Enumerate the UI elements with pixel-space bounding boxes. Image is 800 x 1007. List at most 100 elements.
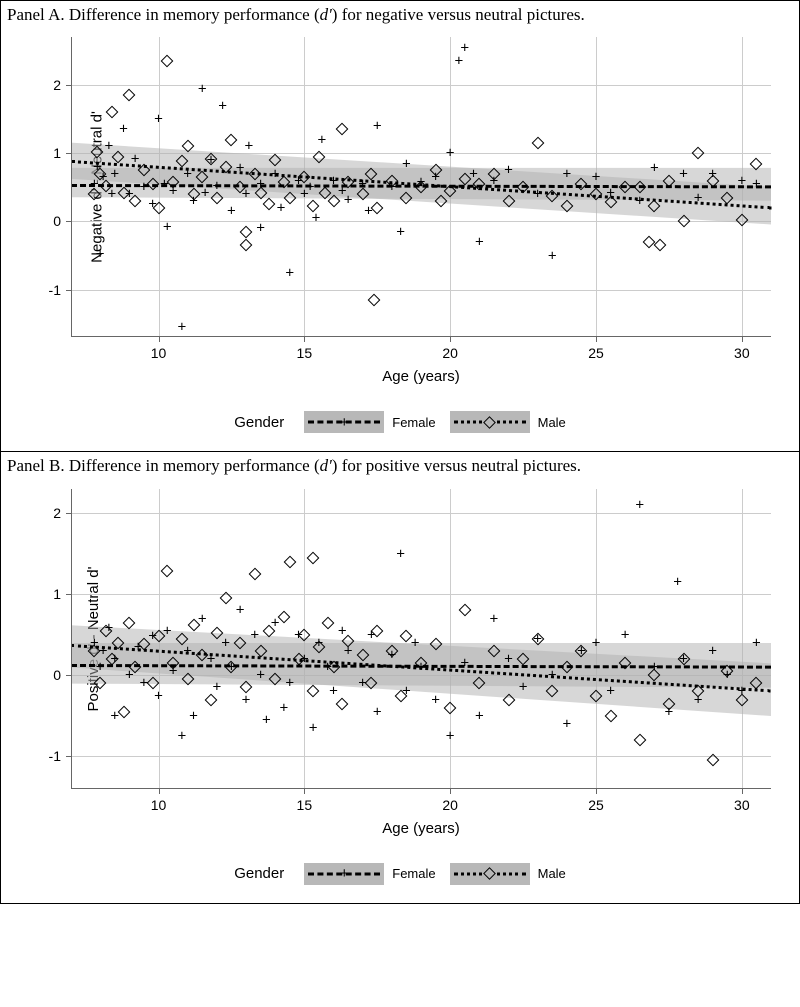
marker-male	[181, 140, 194, 153]
legend-label-female-a: Female	[392, 415, 435, 430]
marker-male	[161, 565, 174, 578]
panel-a-xlabel: Age (years)	[382, 368, 460, 385]
marker-male	[517, 653, 530, 666]
marker-female: +	[490, 611, 499, 626]
tick-label-x: 10	[151, 345, 167, 361]
tick-label-x: 10	[151, 797, 167, 813]
gridline-v	[742, 489, 743, 789]
tick-label-y: 1	[53, 145, 61, 161]
marker-female: +	[752, 176, 761, 191]
legend-key-female-a: + Female	[304, 411, 435, 433]
marker-female: +	[679, 166, 688, 181]
marker-male	[313, 150, 326, 163]
tick-x	[596, 337, 597, 342]
marker-female: +	[218, 98, 227, 113]
marker-male	[692, 147, 705, 160]
marker-male	[240, 225, 253, 238]
legend-key-male-a: Male	[450, 411, 566, 433]
marker-female: +	[446, 729, 455, 744]
marker-male	[560, 200, 573, 213]
marker-female: +	[189, 708, 198, 723]
marker-female: +	[221, 635, 230, 650]
legend-swatch-male-b	[450, 863, 530, 885]
marker-female: +	[201, 185, 210, 200]
marker-female: +	[105, 139, 114, 154]
marker-male	[435, 195, 448, 208]
marker-male	[105, 106, 118, 119]
tick-x	[450, 337, 451, 342]
tick-label-y: 2	[53, 505, 61, 521]
marker-male	[619, 181, 632, 194]
marker-female: +	[183, 643, 192, 658]
marker-male	[234, 636, 247, 649]
marker-male	[560, 661, 573, 674]
marker-female: +	[504, 163, 513, 178]
tick-x	[450, 789, 451, 794]
marker-male	[590, 188, 603, 201]
marker-male	[575, 178, 588, 191]
marker-female: +	[160, 176, 169, 191]
marker-female: +	[236, 161, 245, 176]
marker-female: +	[212, 680, 221, 695]
marker-male	[677, 215, 690, 228]
marker-female: +	[131, 151, 140, 166]
legend-label-male-b: Male	[538, 866, 566, 881]
marker-female: +	[708, 643, 717, 658]
panel-a: Panel A. Difference in memory performanc…	[1, 1, 799, 452]
marker-female: +	[548, 248, 557, 263]
marker-female: +	[306, 180, 315, 195]
marker-female: +	[271, 166, 280, 181]
marker-male	[225, 133, 238, 146]
tick-x	[304, 789, 305, 794]
marker-female: +	[110, 166, 119, 181]
marker-female: +	[227, 204, 236, 219]
marker-male	[654, 239, 667, 252]
diamond-marker-icon	[483, 416, 496, 429]
gridline-h	[71, 513, 771, 514]
gridline-h	[71, 594, 771, 595]
marker-female: +	[183, 166, 192, 181]
marker-male	[444, 701, 457, 714]
marker-female: +	[562, 716, 571, 731]
marker-female: +	[329, 684, 338, 699]
marker-female: +	[592, 635, 601, 650]
marker-female: +	[694, 190, 703, 205]
marker-male	[531, 137, 544, 150]
marker-female: +	[475, 234, 484, 249]
tick-label-y: -1	[49, 748, 61, 764]
tick-label-y: 0	[53, 213, 61, 229]
panel-b: Panel B. Difference in memory performanc…	[1, 452, 799, 890]
marker-female: +	[402, 156, 411, 171]
marker-female: +	[737, 173, 746, 188]
legend-swatch-male-a	[450, 411, 530, 433]
marker-female: +	[256, 221, 265, 236]
marker-female: +	[475, 708, 484, 723]
tick-label-x: 30	[734, 797, 750, 813]
legend-label-male-a: Male	[538, 415, 566, 430]
tick-label-x: 20	[442, 797, 458, 813]
marker-female: +	[262, 712, 271, 727]
marker-female: +	[119, 122, 128, 137]
panel-b-title-prefix: Panel B. Difference in memory performanc…	[7, 456, 320, 475]
panel-a-title-suffix: ) for negative versus neutral pictures.	[332, 5, 585, 24]
legend-key-male-b: Male	[450, 863, 566, 885]
marker-female: +	[411, 635, 420, 650]
marker-female: +	[177, 729, 186, 744]
marker-male	[750, 157, 763, 170]
panel-a-plot: Negative d' - Neutral d' Age (years) 101…	[71, 37, 771, 337]
marker-female: +	[154, 688, 163, 703]
marker-male	[590, 689, 603, 702]
marker-female: +	[635, 194, 644, 209]
gridline-h	[71, 290, 771, 291]
marker-female: +	[446, 146, 455, 161]
marker-male	[642, 236, 655, 249]
panel-a-legend: Gender + Female Male	[150, 405, 650, 439]
marker-female: +	[312, 211, 321, 226]
marker-female: +	[621, 627, 630, 642]
marker-male	[368, 294, 381, 307]
panel-b-plot: Positive d' - Neutral d' Age (years) 101…	[71, 489, 771, 789]
marker-female: +	[548, 668, 557, 683]
tick-x	[742, 337, 743, 342]
panel-b-title-suffix: ) for positive versus neutral pictures.	[332, 456, 581, 475]
marker-male	[161, 55, 174, 68]
